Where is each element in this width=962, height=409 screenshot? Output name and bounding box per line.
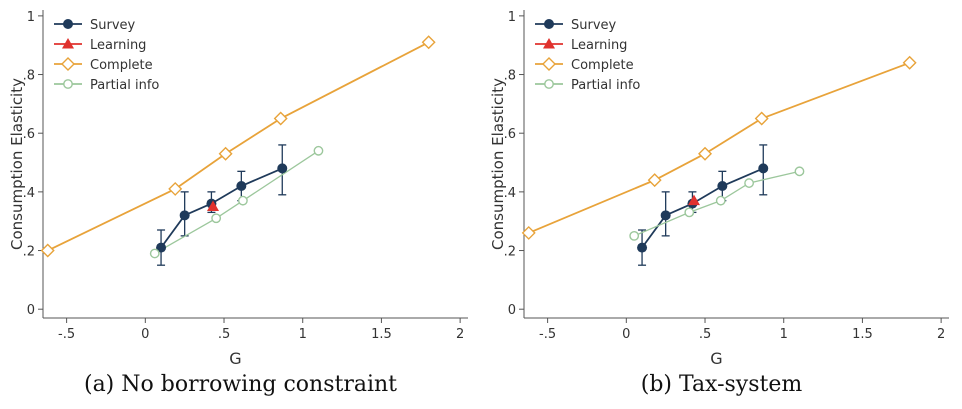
data-point: [629, 230, 640, 241]
x-tick-label: 2: [456, 327, 464, 342]
data-point: [277, 163, 288, 174]
data-point: [717, 181, 728, 191]
legend-label: Learning: [571, 38, 627, 53]
series-line: [154, 150, 319, 255]
chart-panel-b: 0 .2 .4 .6 .8 1 -.5 0 .5 1 1.5 2 G Consumption Elasti…: [481, 0, 962, 409]
legend-label: Partial info: [571, 78, 640, 93]
legend-marker: [63, 19, 73, 29]
data-point: [207, 200, 219, 212]
data-point: [40, 243, 55, 258]
x-tick-label: 0: [141, 327, 149, 342]
data-point: [218, 146, 233, 161]
data-point: [168, 181, 183, 196]
markers-partial-info: [629, 166, 805, 241]
x-tick-label: -.5: [58, 327, 75, 342]
y-tick-label: 0: [508, 303, 516, 318]
legend-marker: [544, 19, 554, 29]
series-survey: [157, 144, 287, 266]
data-point: [156, 242, 167, 253]
chart-panel-a: 0 .2 .4 .6 .8 1 -.5 0 .5 1 1.5 2 G Consumption Elasti…: [8, 10, 468, 397]
series-partial-info: [154, 150, 319, 255]
legend-label: Complete: [571, 58, 634, 73]
legend-marker: [544, 79, 554, 89]
series-line: [160, 167, 283, 249]
data-point: [211, 213, 222, 224]
chart-caption-a: (a) No borrowing constraint: [83, 372, 398, 397]
y-tick-label: .4: [23, 186, 35, 201]
data-point: [794, 166, 805, 177]
y-tick-label: .2: [23, 245, 35, 260]
legend: Survey Learning Complete Partial info: [54, 18, 159, 93]
data-point: [637, 242, 648, 253]
legend-label: Partial info: [90, 78, 159, 93]
y-axis-title: Consumption Elasticity: [489, 78, 507, 250]
markers-partial-info: [149, 145, 324, 259]
data-point: [179, 210, 190, 221]
series-survey: [638, 144, 768, 266]
series-line: [47, 41, 430, 252]
y-tick-label: .2: [504, 245, 516, 260]
data-point: [684, 207, 695, 218]
legend-label: Learning: [90, 38, 146, 53]
data-point: [149, 248, 160, 259]
data-point: [521, 225, 536, 240]
legend-label: Complete: [90, 58, 153, 73]
markers-learning: [688, 194, 700, 206]
x-axis-title: G: [229, 349, 241, 368]
data-point: [744, 178, 754, 188]
x-tick-label: .5: [699, 327, 711, 342]
x-tick-label: 1.5: [371, 327, 392, 342]
y-tick-label: 1: [27, 10, 35, 25]
legend-label: Survey: [571, 18, 617, 33]
legend-marker: [62, 38, 74, 49]
legend-label: Survey: [90, 18, 136, 33]
legend-marker: [63, 79, 73, 89]
data-point: [238, 195, 248, 206]
legend-marker: [542, 57, 556, 71]
data-point: [688, 194, 700, 206]
chart-caption-b: (b) Tax-system: [640, 372, 803, 397]
data-point: [715, 195, 726, 206]
x-tick-label: .5: [218, 327, 230, 342]
x-axis-title: G: [710, 349, 722, 368]
y-tick-label: .8: [23, 69, 35, 84]
x-tick-label: 1.5: [852, 327, 873, 342]
markers-survey: [156, 163, 288, 253]
markers-learning: [207, 200, 219, 212]
data-point: [754, 111, 769, 126]
y-tick-label: 1: [508, 10, 516, 25]
data-point: [313, 145, 324, 156]
chart-a: 0 .2 .4 .6 .8 1 -.5 0 .5 1 1.5 2 G Consumption Elasti…: [8, 10, 468, 368]
y-tick-label: .6: [504, 127, 516, 142]
legend-marker: [61, 57, 75, 71]
data-point: [660, 210, 671, 221]
y-tick-label: .6: [23, 127, 35, 142]
data-point: [647, 173, 662, 188]
legend: Survey Learning Complete Partial info: [535, 18, 640, 93]
x-tick-label: 2: [937, 327, 945, 342]
x-tick-label: 1: [299, 327, 307, 342]
legend-marker: [543, 38, 555, 49]
data-point: [902, 55, 917, 70]
chart-b: 0 .2 .4 .6 .8 1 -.5 0 .5 1 1.5 2 G Consumption Elasti…: [489, 10, 949, 368]
x-tick-label: 1: [780, 327, 788, 342]
y-tick-label: .4: [504, 186, 516, 201]
data-point: [273, 111, 288, 126]
data-point: [421, 35, 436, 50]
data-point: [758, 163, 769, 174]
data-point: [236, 181, 247, 191]
markers-complete: [40, 35, 436, 258]
x-tick-label: 0: [622, 327, 630, 342]
data-point: [698, 146, 713, 161]
y-tick-label: .8: [504, 69, 516, 84]
y-tick-label: 0: [27, 303, 35, 318]
series-complete: [47, 41, 430, 252]
markers-complete: [521, 55, 917, 240]
x-tick-label: -.5: [539, 327, 556, 342]
y-axis-title: Consumption Elasticity: [8, 78, 26, 250]
